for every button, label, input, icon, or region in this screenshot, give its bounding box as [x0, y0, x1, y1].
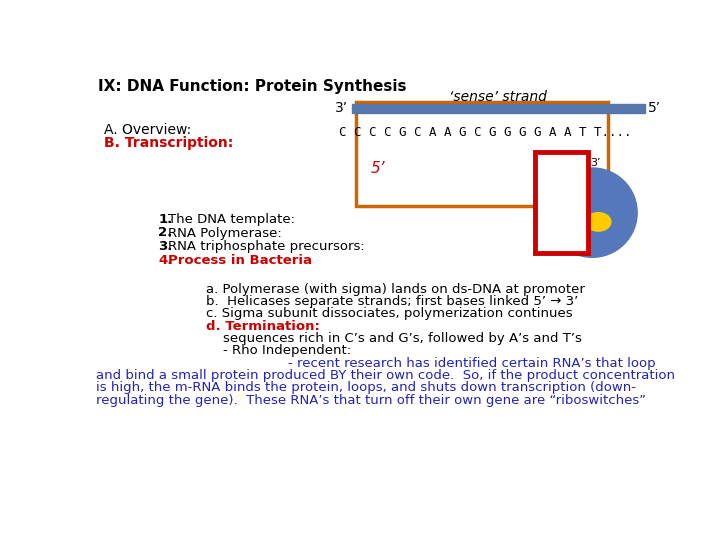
- Text: B. Transcription:: B. Transcription:: [104, 136, 233, 150]
- Text: G: G: [560, 202, 568, 212]
- Text: 3.: 3.: [158, 240, 173, 253]
- Text: 1.: 1.: [158, 213, 173, 226]
- Text: A. Overview:: A. Overview:: [104, 123, 192, 137]
- Text: Process in Bacteria: Process in Bacteria: [168, 254, 312, 267]
- Bar: [356, 102, 608, 206]
- Text: RNA triphosphate precursors:: RNA triphosphate precursors:: [168, 240, 364, 253]
- Text: C: C: [561, 211, 568, 221]
- Text: IX: DNA Function: Protein Synthesis: IX: DNA Function: Protein Synthesis: [98, 79, 406, 93]
- Text: 3’: 3’: [590, 158, 601, 168]
- Text: G: G: [541, 211, 549, 220]
- Circle shape: [547, 168, 637, 257]
- Text: C: C: [541, 175, 549, 185]
- Text: RNA Polymerase:: RNA Polymerase:: [168, 226, 282, 240]
- Text: A: A: [541, 228, 549, 238]
- Text: G: G: [541, 157, 549, 167]
- Text: A: A: [561, 228, 568, 239]
- Text: G: G: [541, 166, 549, 176]
- Text: A: A: [541, 237, 549, 247]
- Text: 2.: 2.: [158, 226, 173, 240]
- Text: C: C: [541, 193, 549, 202]
- Text: 5’: 5’: [648, 101, 661, 115]
- Text: sequences rich in C’s and G’s, followed by A’s and T’s: sequences rich in C’s and G’s, followed …: [223, 332, 582, 345]
- Text: C: C: [541, 184, 549, 194]
- Text: C C C C G C A A G C G G G G A A T T....: C C C C G C A A G C G G G G A A T T....: [339, 126, 631, 139]
- Text: - Rho Independent:: - Rho Independent:: [223, 345, 351, 357]
- Text: C: C: [541, 201, 549, 212]
- Text: G: G: [560, 237, 568, 247]
- Text: is high, the m-RNA binds the protein, loops, and shuts down transcription (down-: is high, the m-RNA binds the protein, lo…: [96, 381, 636, 394]
- Text: - recent research has identified certain RNA’s that loop: - recent research has identified certain…: [287, 356, 655, 369]
- Text: 5’: 5’: [371, 161, 385, 176]
- Text: regulating the gene).  These RNA’s that turn off their own gene are “riboswitche: regulating the gene). These RNA’s that t…: [96, 394, 647, 407]
- Text: C: C: [561, 193, 568, 203]
- Text: and bind a small protein produced BY their own code.  So, if the product concent: and bind a small protein produced BY the…: [96, 369, 675, 382]
- Bar: [352, 104, 645, 113]
- Text: b.  Helicases separate strands; first bases linked 5’ → 3’: b. Helicases separate strands; first bas…: [206, 295, 578, 308]
- Text: C: C: [561, 176, 568, 185]
- Text: d. Termination:: d. Termination:: [206, 320, 320, 333]
- Text: ‘sense’ strand: ‘sense’ strand: [449, 90, 547, 104]
- Text: c. Sigma subunit dissociates, polymerization continues: c. Sigma subunit dissociates, polymeriza…: [206, 307, 573, 320]
- Text: G: G: [541, 246, 549, 256]
- Text: C: C: [541, 219, 549, 229]
- Text: 4.: 4.: [158, 254, 173, 267]
- Text: C: C: [561, 166, 568, 177]
- Text: The DNA template:: The DNA template:: [168, 213, 294, 226]
- Text: a. Polymerase (with sigma) lands on ds-DNA at promoter: a. Polymerase (with sigma) lands on ds-D…: [206, 283, 585, 296]
- Text: C: C: [561, 184, 568, 194]
- Text: A: A: [561, 220, 568, 229]
- Ellipse shape: [586, 213, 611, 231]
- Text: 3’: 3’: [335, 101, 348, 115]
- Bar: [535, 152, 588, 253]
